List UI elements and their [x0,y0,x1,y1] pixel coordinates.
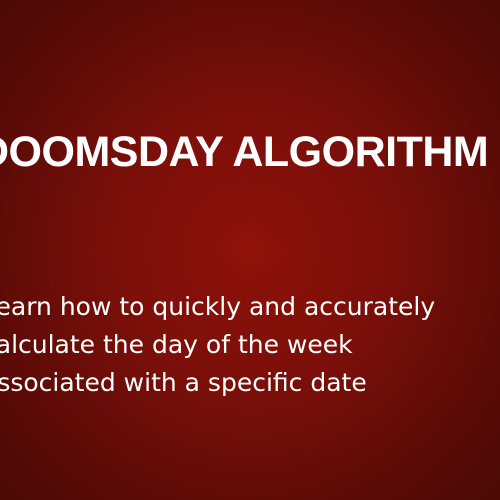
slide-title: DOOMSDAY ALGORITHM [0,128,489,176]
subtitle-line: Learn how to quickly and accurately [0,292,436,321]
subtitle-line: calculate the day of the week [0,330,353,359]
slide-subtitle: Learn how to quickly and accurately calc… [0,288,435,402]
subtitle-line: associated with a specific date [0,368,367,397]
